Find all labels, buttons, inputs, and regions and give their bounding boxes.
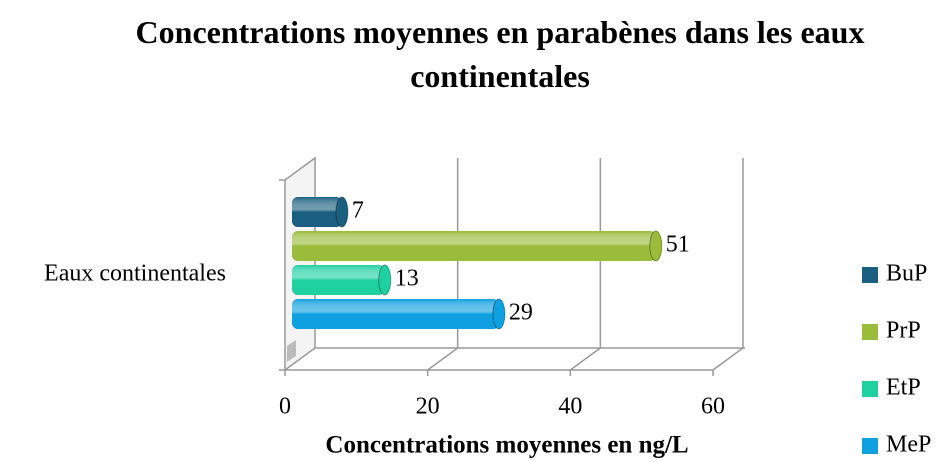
legend-swatch <box>862 381 878 397</box>
depth-shadow <box>287 340 296 362</box>
x-tick-label: 40 <box>558 394 582 420</box>
grid-line <box>427 158 459 371</box>
x-tick-label: 20 <box>416 394 440 420</box>
legend-swatch <box>862 267 878 283</box>
legend-swatch <box>862 324 878 340</box>
category-label: Eaux continentales <box>44 261 226 287</box>
legend-label: PrP <box>886 318 921 344</box>
chart-title: Concentrations moyennes en parabènes dan… <box>135 14 865 94</box>
legend-swatch <box>862 438 878 454</box>
side-wall <box>284 156 316 372</box>
x-tick-label: 60 <box>701 394 725 420</box>
grid-line <box>712 158 744 371</box>
grid-line <box>569 158 602 371</box>
legend-label: EtP <box>886 375 921 401</box>
legend-label: MeP <box>886 432 931 458</box>
value-label: 7 <box>352 198 364 224</box>
value-label: 51 <box>666 232 690 258</box>
x-tick-label: 0 <box>279 394 291 420</box>
legend-label: BuP <box>886 261 927 287</box>
value-label: 29 <box>509 300 533 326</box>
x-axis-title: Concentrations moyennes en ng/L <box>325 432 688 459</box>
value-label: 13 <box>395 266 419 292</box>
